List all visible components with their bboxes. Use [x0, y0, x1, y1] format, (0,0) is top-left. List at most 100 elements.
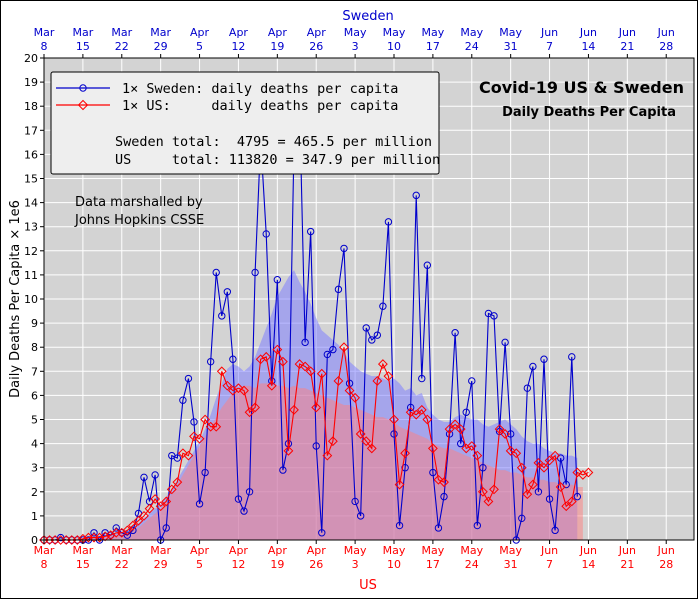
point-sweden [112, 524, 120, 532]
x-tick-day-top: 3 [352, 40, 359, 53]
y-tick-label: 5 [31, 414, 38, 427]
point-us [422, 414, 433, 425]
point-us [305, 366, 316, 377]
point-us [477, 486, 488, 497]
x-tick-day: 26 [309, 558, 323, 571]
x-tick-day: 19 [270, 558, 284, 571]
point-sweden [423, 261, 432, 269]
point-us [583, 467, 594, 478]
point-sweden [162, 524, 170, 532]
point-sweden [190, 418, 198, 426]
point-us [283, 445, 294, 456]
point-sweden [490, 312, 498, 320]
point-us [194, 433, 205, 444]
x-axis-top: Mar8Mar15Mar22Mar29Apr5Apr12Apr19Apr26Ma… [34, 26, 675, 58]
x-tick-day-top: 26 [309, 40, 323, 53]
x-tick-month: May [422, 544, 445, 557]
point-sweden [279, 466, 287, 474]
point-sweden [395, 521, 404, 530]
x-tick-day-top: 7 [546, 40, 553, 53]
x-tick-day: 29 [154, 558, 168, 571]
point-us [289, 404, 299, 415]
point-us [250, 402, 261, 413]
point-us [411, 409, 422, 420]
point-sweden [373, 331, 382, 339]
legend-label-us: 1× US: daily deaths per capita [122, 98, 398, 114]
point-sweden [251, 268, 259, 277]
point-us [183, 450, 194, 461]
point-sweden [401, 464, 409, 472]
x-tick-day: 31 [504, 558, 518, 571]
point-sweden [418, 374, 426, 383]
point-us [333, 376, 344, 386]
point-sweden [240, 507, 248, 515]
x-tick-month-top: Jun [579, 26, 597, 39]
x-tick-day: 10 [387, 558, 401, 571]
point-sweden [545, 495, 554, 503]
x-tick-month: May [344, 544, 367, 557]
legend-total-sweden: Sweden total: 4795 = 465.5 per million [115, 134, 432, 150]
point-sweden [384, 218, 393, 226]
x-tick-day-top: 31 [504, 40, 518, 53]
point-us [389, 414, 399, 425]
y-axis-label: Daily Deaths Per Capita × 1e6 [8, 200, 23, 398]
legend-marker-us [77, 99, 89, 111]
point-sweden [90, 529, 98, 537]
point-us [489, 484, 499, 495]
point-us [144, 503, 155, 514]
point-sweden [262, 230, 270, 238]
point-us [394, 479, 405, 490]
point-us [133, 515, 144, 526]
x-tick-day-top: 17 [426, 40, 440, 53]
x-tick-month-top: Jun [618, 26, 636, 39]
x-tick-month: Apr [229, 544, 249, 557]
point-sweden [218, 312, 226, 320]
point-sweden [529, 362, 537, 371]
point-us [400, 448, 411, 459]
point-us [244, 407, 255, 418]
point-sweden [468, 377, 476, 385]
point-sweden [206, 357, 215, 366]
x-tick-day: 24 [465, 558, 479, 571]
point-sweden [540, 355, 548, 363]
point-us [72, 535, 83, 545]
point-us [550, 450, 561, 461]
x-tick-month-top: Mar [111, 26, 132, 39]
point-us [222, 380, 233, 391]
point-us [444, 424, 455, 435]
point-sweden [184, 374, 193, 383]
point-sweden [362, 324, 370, 332]
y-tick-label: 1 [31, 510, 38, 523]
series-us [39, 342, 594, 545]
chart-subtitle: Daily Deaths Per Capita [502, 105, 676, 120]
point-us [527, 479, 538, 490]
x-tick-month: Mar [150, 544, 171, 557]
y-tick-label: 0 [31, 534, 38, 547]
point-us [416, 404, 427, 415]
point-us [572, 467, 583, 478]
y-tick-label: 16 [24, 148, 38, 161]
x-tick-month-top: Mar [150, 26, 171, 39]
legend-marker-sweden [79, 84, 87, 92]
x-tick-month: Apr [268, 544, 288, 557]
x-tick-month: Mar [73, 544, 94, 557]
x-tick-day-top: 21 [620, 40, 634, 53]
point-us [122, 525, 133, 536]
y-tick-label: 17 [24, 124, 38, 137]
y-tick-label: 19 [24, 76, 38, 89]
point-sweden [318, 529, 326, 537]
point-sweden [523, 384, 532, 392]
x-tick-month: May [383, 544, 406, 557]
point-us [439, 477, 449, 488]
x-tick-month: Jun [540, 544, 558, 557]
point-sweden [501, 338, 509, 347]
point-sweden [245, 488, 254, 496]
x-tick-day: 22 [115, 558, 129, 571]
x-tick-day: 12 [231, 558, 245, 571]
point-sweden [340, 244, 348, 253]
x-tick-day-top: 15 [76, 40, 90, 53]
point-us [350, 392, 361, 403]
point-sweden [368, 336, 376, 344]
x-tick-month: Mar [34, 544, 55, 557]
